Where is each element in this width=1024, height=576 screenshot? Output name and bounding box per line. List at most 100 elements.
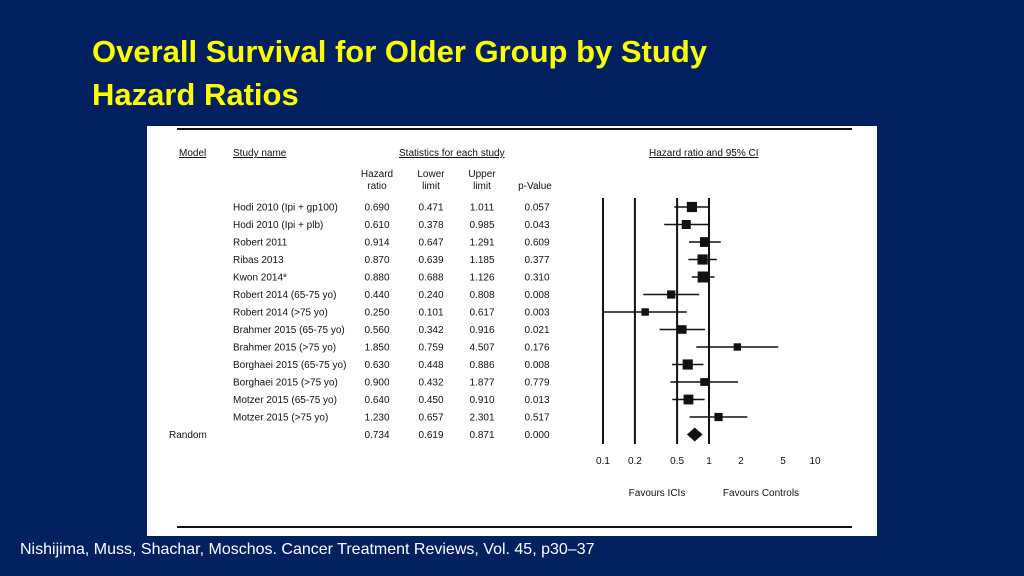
row-1-hr: 0.610	[364, 220, 389, 231]
row-4-lower: 0.688	[418, 273, 443, 284]
x-tick-label-2: 0.5	[670, 456, 684, 467]
row-6-lower: 0.101	[418, 308, 443, 319]
row-8-p: 0.176	[524, 343, 549, 354]
row-2-p: 0.609	[524, 238, 549, 249]
hr-marker-9	[682, 359, 693, 370]
row-6-upper: 0.617	[469, 308, 494, 319]
row-11-upper: 0.910	[469, 395, 494, 406]
hr-marker-12	[714, 412, 723, 422]
forest-plot-svg: Model Study name Statistics for each stu…	[169, 128, 852, 528]
row-12-study: Motzer 2015 (>75 yo)	[233, 413, 328, 424]
header-statistics: Statistics for each study	[399, 148, 505, 159]
row-0-study: Hodi 2010 (Ipi + gp100)	[233, 203, 338, 214]
row-5-study: Robert 2014 (65-75 yo)	[233, 290, 336, 301]
row-8-study: Brahmer 2015 (>75 yo)	[233, 343, 336, 354]
summary-upper: 0.871	[469, 430, 494, 441]
x-tick-label-0: 0.1	[596, 456, 610, 467]
row-11-hr: 0.640	[364, 395, 389, 406]
summary-lower: 0.619	[418, 430, 443, 441]
row-3-hr: 0.870	[364, 255, 389, 266]
rows-layer: Hodi 2010 (Ipi + gp100) 0.690 0.471 1.011 0.…	[169, 203, 550, 442]
row-4-study: Kwon 2014*	[233, 273, 287, 284]
row-6-study: Robert 2014 (>75 yo)	[233, 308, 328, 319]
row-12-p: 0.517	[524, 413, 549, 424]
x-tick-label-3: 1	[706, 456, 712, 467]
slide-title: Overall Survival for Older Group by Stud…	[92, 30, 852, 116]
header-plot-title: Hazard ratio and 95% CI	[649, 148, 759, 159]
row-10-hr: 0.900	[364, 378, 389, 389]
row-1-study: Hodi 2010 (Ipi + plb)	[233, 220, 323, 231]
header-model: Model	[179, 148, 206, 159]
row-0-hr: 0.690	[364, 203, 389, 214]
row-1-upper: 0.985	[469, 220, 494, 231]
row-7-hr: 0.560	[364, 325, 389, 336]
row-2-study: Robert 2011	[233, 238, 288, 249]
summary-p: 0.000	[524, 430, 549, 441]
row-5-p: 0.008	[524, 290, 549, 301]
header-study-name: Study name	[233, 148, 287, 159]
plot-layer: 0.1 0.2 0.5 1 2 5 10	[596, 198, 821, 467]
row-11-p: 0.013	[524, 395, 549, 406]
row-2-lower: 0.647	[418, 238, 443, 249]
row-2-hr: 0.914	[364, 238, 389, 249]
row-3-p: 0.377	[524, 255, 549, 266]
hr-marker-7	[678, 325, 687, 334]
row-11-lower: 0.450	[418, 395, 443, 406]
row-9-study: Borghaei 2015 (65-75 yo)	[233, 360, 346, 371]
row-9-lower: 0.448	[418, 360, 443, 371]
summary-hr: 0.734	[364, 430, 389, 441]
header-upper-limit: limit	[473, 181, 491, 192]
hr-marker-2	[699, 237, 710, 247]
row-4-hr: 0.880	[364, 273, 389, 284]
slide-title-line-2: Hazard Ratios	[92, 77, 299, 112]
header-upper: Upper	[468, 169, 496, 180]
hr-marker-10	[700, 378, 709, 386]
row-10-upper: 1.877	[469, 378, 494, 389]
row-2-upper: 1.291	[469, 238, 494, 249]
row-12-upper: 2.301	[469, 413, 494, 424]
row-11-study: Motzer 2015 (65-75 yo)	[233, 395, 337, 406]
summary-model: Random	[169, 430, 207, 441]
favours-left-label: Favours ICIs	[629, 488, 686, 499]
favours-right-label: Favours Controls	[723, 488, 799, 499]
x-tick-label-5: 5	[780, 456, 786, 467]
row-8-hr: 1.850	[364, 343, 389, 354]
row-3-lower: 0.639	[418, 255, 443, 266]
slide-title-line-1: Overall Survival for Older Group by Stud…	[92, 34, 707, 69]
row-8-upper: 4.507	[469, 343, 494, 354]
row-4-upper: 1.126	[469, 273, 494, 284]
header-hazard: Hazard	[361, 169, 393, 180]
row-1-p: 0.043	[524, 220, 549, 231]
x-tick-label-4: 2	[738, 456, 744, 467]
hr-marker-5	[667, 290, 676, 299]
forest-plot-figure: Model Study name Statistics for each stu…	[147, 126, 877, 536]
row-5-lower: 0.240	[418, 290, 443, 301]
row-4-p: 0.310	[524, 273, 549, 284]
row-6-hr: 0.250	[364, 308, 389, 319]
summary-diamond	[686, 427, 703, 442]
row-12-hr: 1.230	[364, 413, 389, 424]
row-9-upper: 0.886	[469, 360, 494, 371]
row-0-upper: 1.011	[470, 203, 495, 214]
row-0-p: 0.057	[524, 203, 549, 214]
row-1-lower: 0.378	[418, 220, 443, 231]
row-10-p: 0.779	[524, 378, 549, 389]
header-lower-limit: limit	[422, 181, 440, 192]
row-3-study: Ribas 2013	[233, 255, 284, 266]
x-tick-label-1: 0.2	[628, 456, 642, 467]
row-5-hr: 0.440	[364, 290, 389, 301]
header-lower: Lower	[417, 169, 445, 180]
row-7-lower: 0.342	[418, 325, 443, 336]
hr-marker-3	[697, 254, 708, 265]
row-9-p: 0.008	[524, 360, 549, 371]
row-12-lower: 0.657	[418, 413, 443, 424]
hr-marker-4	[697, 271, 709, 283]
row-3-upper: 1.185	[469, 255, 494, 266]
hr-marker-11	[683, 394, 694, 405]
row-5-upper: 0.808	[469, 290, 494, 301]
hr-marker-6	[641, 308, 649, 316]
row-7-upper: 0.916	[469, 325, 494, 336]
header-ratio: ratio	[367, 181, 387, 192]
row-10-lower: 0.432	[418, 378, 443, 389]
hr-marker-1	[681, 220, 691, 229]
